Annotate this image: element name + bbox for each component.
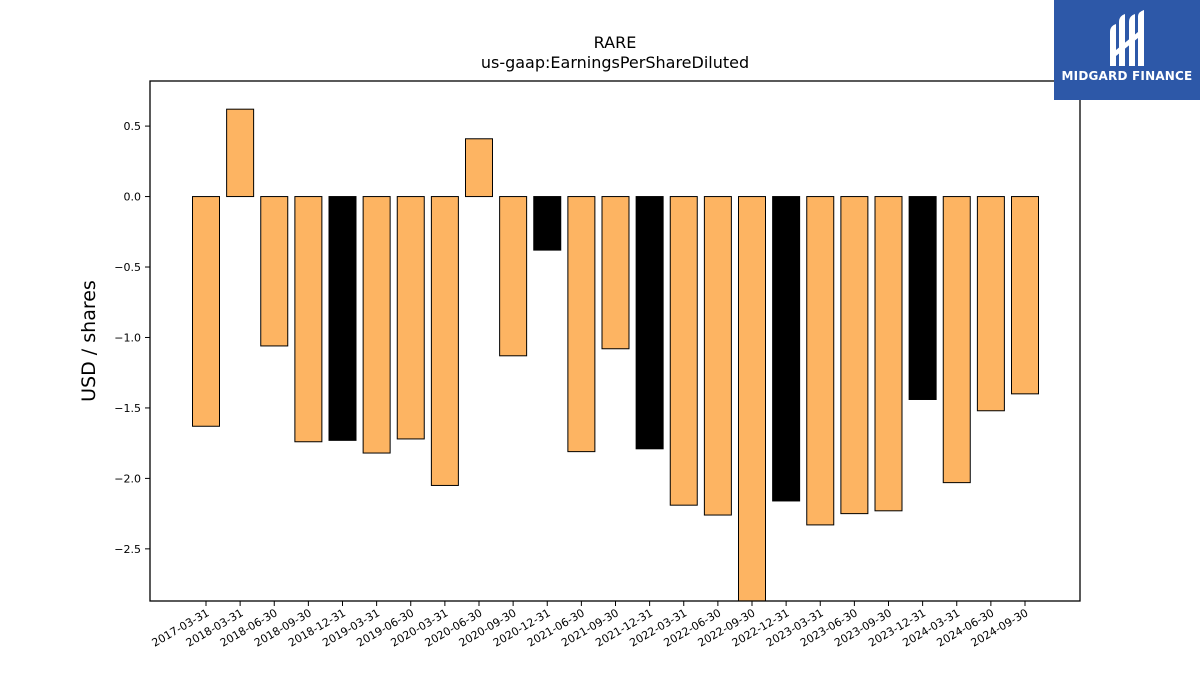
y-tick-label: −1.5 [114, 402, 141, 415]
logo-text: MIDGARD FINANCE [1061, 69, 1193, 83]
bar-2019-03-31 [362, 196, 391, 454]
x-axis: 2017-03-312018-03-312018-06-302018-09-30… [150, 601, 1031, 650]
y-tick-label: −2.5 [114, 543, 141, 556]
y-axis-label: USD / shares [78, 280, 100, 402]
bar-2018-09-30 [294, 196, 323, 443]
midgard-logo-mark-icon [1110, 10, 1144, 66]
y-axis: 0.5 0.0 −0.5 −1.0 −1.5 −2.0 −2.5 [114, 120, 150, 556]
y-tick-label: −0.5 [114, 261, 141, 274]
bar-2018-03-31 [226, 108, 255, 198]
bar-2023-06-30 [840, 196, 869, 515]
chart-title: RARE [594, 33, 637, 52]
y-tick-label: −2.0 [114, 472, 141, 485]
y-tick-label: 0.0 [124, 191, 142, 204]
chart-subtitle: us-gaap:EarningsPerShareDiluted [481, 53, 749, 72]
bar-2023-03-31 [806, 196, 835, 526]
plot-frame [149, 80, 1081, 602]
bars-group [192, 108, 1039, 602]
midgard-finance-logo: MIDGARD FINANCE [1054, 0, 1200, 100]
bar-2023-12-31 [908, 196, 937, 400]
bar-2021-09-30 [601, 196, 630, 350]
bar-2024-06-30 [976, 196, 1005, 412]
bar-2022-06-30 [703, 196, 732, 516]
bar-2022-09-30 [738, 196, 766, 602]
y-tick-label: −1.0 [114, 331, 141, 344]
bar-2019-06-30 [396, 196, 425, 440]
bar-2021-06-30 [567, 196, 596, 453]
bar-2022-12-31 [772, 196, 801, 502]
bar-2021-12-31 [635, 196, 664, 450]
bar-2024-03-31 [942, 196, 971, 484]
bar-2020-03-31 [430, 196, 459, 486]
bar-2020-09-30 [499, 196, 528, 357]
y-tick-label: 0.5 [124, 120, 142, 133]
bar-2020-12-31 [533, 196, 562, 251]
bar-2018-06-30 [260, 196, 289, 347]
bar-2022-03-31 [669, 196, 698, 506]
bar-2018-12-31 [328, 196, 357, 441]
bar-2023-09-30 [874, 196, 903, 512]
bar-2017-03-31 [192, 196, 220, 427]
bar-2020-06-30 [465, 138, 493, 198]
bar-2024-09-30 [1011, 196, 1039, 395]
